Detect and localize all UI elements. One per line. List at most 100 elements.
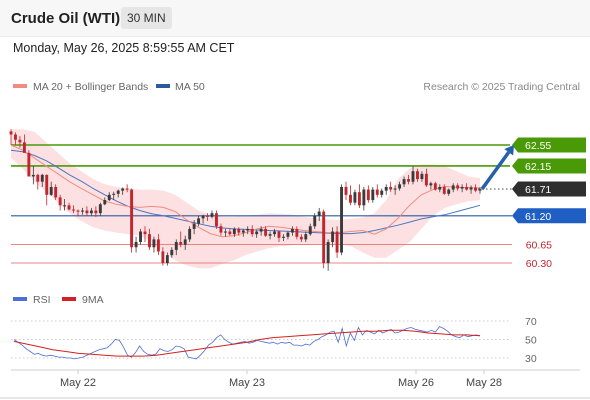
candle-body (402, 179, 406, 185)
candle-body (98, 204, 102, 214)
candle-body (469, 187, 473, 190)
candle-body (380, 190, 384, 195)
candle-body (232, 228, 236, 235)
candle-body (130, 189, 134, 248)
level-badge-62-15 (512, 158, 586, 174)
candle-body (474, 187, 477, 191)
candle-body (357, 192, 361, 206)
rsi-panel: 70 50 30 (11, 316, 537, 365)
candle-body (49, 186, 53, 195)
candle-body (210, 213, 214, 217)
candle-body (40, 174, 44, 182)
candle-body (393, 188, 397, 190)
level-lines (11, 144, 512, 264)
ma20-legend-label: MA 20 + Bollinger Bands (33, 81, 148, 93)
candle-body (116, 190, 120, 194)
candle-body (384, 186, 388, 191)
candle-body (353, 192, 357, 203)
candle-body (58, 197, 62, 206)
candle-body (45, 174, 49, 195)
candle-body (223, 231, 227, 233)
bollinger-band-fill (11, 129, 480, 269)
candle-body (27, 152, 31, 177)
candle-body (94, 210, 98, 214)
candle-body (264, 228, 268, 236)
candle-body (326, 242, 330, 263)
candle-body (286, 232, 290, 237)
candle-body (304, 234, 308, 240)
candle-body (139, 231, 142, 243)
candle-body (335, 231, 339, 253)
candle-body (366, 189, 370, 201)
candle-body (349, 194, 352, 203)
candle-body (188, 228, 192, 240)
candle-body (72, 209, 75, 211)
candle-body (67, 205, 71, 210)
candle-body (54, 186, 58, 198)
candle-body (420, 173, 424, 180)
bollinger-band-area (11, 129, 480, 269)
moving-average-lines (10, 144, 481, 238)
candle-body (456, 185, 460, 189)
x-tick-label: May 23 (229, 377, 265, 389)
candle-body (407, 179, 410, 182)
candle-body (277, 231, 281, 238)
candle-body (255, 231, 259, 235)
candle-body (442, 186, 446, 194)
level-label-60-65: 60.65 (526, 240, 552, 252)
candle-body (174, 242, 178, 250)
ma9-legend-swatch (62, 297, 76, 301)
candle-body (282, 236, 285, 238)
candle-body (201, 215, 205, 219)
rsi-legend-label: RSI (33, 294, 51, 306)
x-axis-ticks: May 22 May 23 May 26 May 28 (60, 370, 502, 389)
forecast-arrow-head (504, 145, 514, 156)
candle-body (103, 200, 107, 205)
ma20-line (10, 144, 481, 238)
level-label-61-71: 61.71 (525, 184, 551, 196)
candle-body (81, 210, 84, 212)
candle-body (362, 189, 366, 206)
candle-body (290, 228, 294, 233)
level-label-62-15: 62.15 (525, 161, 551, 173)
candle-body (121, 188, 125, 191)
ma9-legend-label: 9MA (82, 294, 104, 306)
candle-body (478, 189, 482, 191)
rsi-tick-30: 30 (525, 353, 537, 365)
chart-header: Crude Oil (WTI) 30 MIN (0, 0, 590, 37)
candle-body (250, 228, 254, 235)
x-tick-label: May 28 (466, 377, 502, 389)
candlesticks (9, 129, 482, 271)
timeframe-badge[interactable]: 30 MIN (121, 7, 172, 29)
x-tick-label: May 26 (398, 377, 434, 389)
candle-body (22, 142, 26, 153)
candle-body (273, 231, 276, 235)
candle-body (148, 234, 151, 248)
candle-body (134, 242, 138, 248)
candle-body (31, 174, 35, 177)
candle-body (331, 231, 335, 243)
candle-body (451, 185, 455, 190)
candle-body (237, 228, 241, 233)
candle-body (424, 173, 428, 186)
candle-body (465, 186, 469, 190)
credit-text: Research © 2025 Trading Central (423, 81, 580, 93)
forecast-arrow-shaft (480, 151, 511, 191)
forecast-arrow (480, 145, 514, 191)
candle-body (152, 239, 156, 248)
candle-body (36, 174, 40, 182)
level-label-62-55: 62.55 (525, 140, 551, 152)
candle-body (156, 239, 160, 252)
candle-body (76, 210, 80, 212)
rsi-tick-70: 70 (525, 316, 537, 328)
level-badge-62-55 (512, 137, 586, 153)
candle-body (460, 186, 464, 189)
candle-body (192, 223, 196, 229)
candle-body (183, 239, 187, 245)
candle-body (219, 226, 223, 233)
candle-body (63, 205, 67, 207)
candle-body (411, 171, 415, 182)
candle-body (308, 226, 312, 235)
ma50-line (10, 149, 481, 235)
